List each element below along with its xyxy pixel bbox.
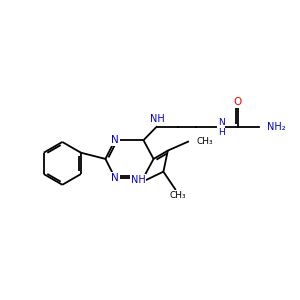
Text: N: N (111, 135, 119, 145)
Text: CH₃: CH₃ (197, 137, 214, 146)
Text: N: N (111, 172, 119, 183)
Text: N
H: N H (218, 118, 224, 137)
Text: NH₂: NH₂ (267, 122, 285, 132)
Text: NH: NH (150, 114, 164, 124)
Text: CH₃: CH₃ (170, 191, 187, 200)
Text: O: O (234, 97, 242, 107)
Text: NH: NH (131, 175, 146, 185)
